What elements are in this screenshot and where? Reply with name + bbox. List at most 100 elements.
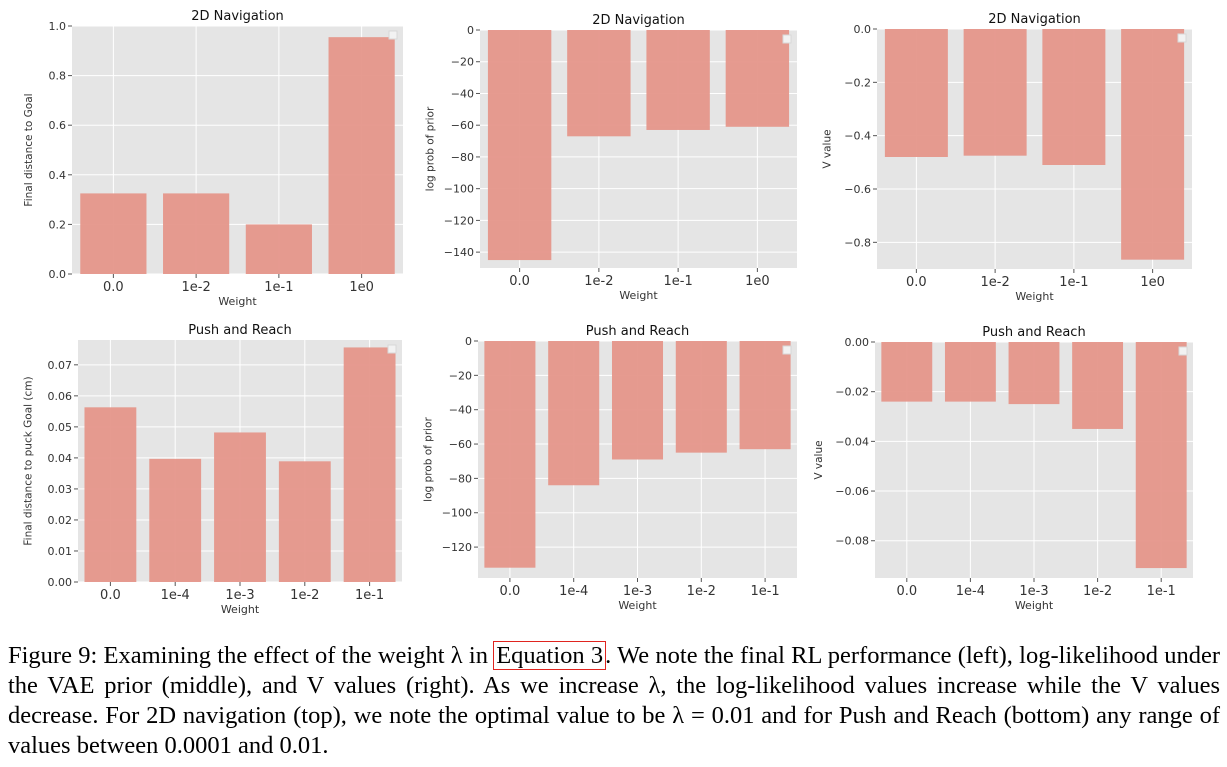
nav-v-value-xlabel: Weight (1015, 290, 1054, 303)
push-v-value-ylabel: V value (813, 440, 825, 479)
nav-log-prob-bar-1e-2 (567, 30, 631, 137)
nav-log-prob-ytick-label: −20 (451, 56, 474, 69)
push-log-prob-xtick-label: 1e-4 (559, 584, 588, 599)
nav-v-value-bar-1e-1 (1042, 29, 1106, 165)
nav-log-prob-ytick-label: −120 (444, 214, 474, 227)
nav-final-distance-bar-1e0 (328, 37, 395, 274)
push-v-value-ytick-label: 0.00 (845, 336, 870, 349)
nav-log-prob-ytick-label: −100 (444, 183, 474, 196)
push-final-distance-xtick-label: 1e-3 (225, 588, 254, 603)
figure-9-panels: 0.0 0.2 0.4 0.6 0.8 1.0 0.0 1e-2 1e-1 1e0 2D Navig… (23, 9, 1193, 616)
push-log-prob-ylabel: log prob of prior (423, 417, 435, 502)
push-log-prob-ytick-label: −60 (449, 438, 472, 451)
push-v-value-ytick-label: −0.06 (835, 485, 869, 498)
push-final-distance-xtick-label: 0.0 (100, 588, 121, 603)
push-final-distance-xlabel: Weight (221, 603, 260, 616)
caption-text-2: . We note the final RL performance (left… (8, 642, 1220, 759)
push-v-value-bar-0.0 (881, 342, 933, 402)
push-final-distance-xtick-label: 1e-1 (355, 588, 384, 603)
push-log-prob-xtick-label: 0.0 (500, 584, 521, 599)
nav-log-prob-bar-0.0 (487, 30, 552, 261)
push-log-prob-bar-1e-4 (548, 341, 600, 486)
nav-final-distance-xtick-label: 1e-2 (182, 280, 211, 295)
nav-final-distance-bar-1e-1 (245, 224, 312, 274)
nav-log-prob-xlabel: Weight (619, 289, 658, 302)
push-log-prob-ytick-label: −100 (442, 507, 472, 520)
push-final-distance-xtick-label: 1e-2 (290, 588, 319, 603)
push-log-prob-bar-0.0 (484, 341, 536, 568)
push-log-prob-xtick-label: 1e-1 (750, 584, 779, 599)
nav-v-value-bar-1e-2 (963, 29, 1027, 156)
push-log-prob-ytick-label: −20 (449, 369, 472, 382)
nav-v-value-xtick-label: 1e-2 (981, 275, 1010, 290)
nav-final-distance-ytick-label: 0.2 (49, 218, 67, 231)
nav-v-value-ytick-label: 0.0 (854, 23, 872, 36)
push-log-prob-legend-box (782, 345, 792, 355)
nav-log-prob-ytick-label: −40 (451, 87, 474, 100)
push-v-value-xtick-label: 1e-3 (1019, 584, 1048, 599)
push-final-distance-ytick-label: 0.04 (48, 452, 73, 465)
figure-caption: Figure 9: Examining the effect of the we… (8, 641, 1220, 761)
nav-v-value-ylabel: V value (822, 129, 834, 168)
nav-log-prob-bar-1e-1 (646, 30, 710, 130)
push-v-value-ytick-label: −0.08 (835, 535, 869, 548)
nav-v-value-bar-0.0 (884, 29, 948, 157)
push-final-distance-bar-1e-2 (278, 461, 331, 582)
push-final-distance-ytick-label: 0.06 (48, 390, 73, 403)
push-log-prob-bar-1e-2 (675, 341, 727, 453)
push-log-prob-title: Push and Reach (586, 324, 689, 339)
push-v-value-bar-1e-2 (1072, 342, 1124, 429)
nav-v-value-legend-box (1177, 33, 1187, 43)
nav-log-prob-xtick-label: 1e-2 (584, 274, 613, 289)
caption-label: Figure 9: (8, 642, 98, 669)
nav-final-distance-title: 2D Navigation (191, 9, 284, 24)
nav-v-value-xtick-label: 1e0 (1140, 275, 1165, 290)
push-final-distance-ytick-label: 0.03 (48, 483, 73, 496)
caption-text-1: Examining the effect of the weight λ in (103, 642, 488, 669)
nav-final-distance-legend-box (388, 30, 398, 40)
push-final-distance-ytick-label: 0.01 (48, 545, 73, 558)
push-log-prob-ytick-label: −40 (449, 404, 472, 417)
push-v-value-legend-box (1178, 346, 1188, 356)
push-v-value-xtick-label: 1e-2 (1083, 584, 1112, 599)
equation-reference-link[interactable]: Equation 3 (493, 641, 607, 670)
nav-log-prob-xtick-label: 0.0 (509, 274, 530, 289)
nav-log-prob-legend-box (782, 34, 792, 44)
push-final-distance-ylabel: Final distance to puck Goal (cm) (23, 376, 35, 545)
nav-final-distance-xtick-label: 1e0 (349, 280, 374, 295)
push-final-distance-bar-0.0 (84, 407, 137, 582)
nav-final-distance-ytick-label: 0.8 (49, 70, 67, 83)
nav-log-prob-ytick-label: −80 (451, 151, 474, 164)
push-log-prob-xtick-label: 1e-2 (687, 584, 716, 599)
nav-final-distance-xlabel: Weight (218, 295, 257, 308)
push-final-distance-ytick-label: 0.05 (48, 421, 73, 434)
push-v-value-xtick-label: 1e-4 (956, 584, 985, 599)
push-v-value-bar-1e-3 (1008, 342, 1060, 405)
push-v-value-xtick-label: 0.0 (896, 584, 917, 599)
nav-final-distance-bar-1e-2 (163, 193, 230, 274)
push-final-distance-bar-1e-4 (149, 458, 202, 582)
nav-final-distance-ytick-label: 0.6 (49, 119, 67, 132)
nav-log-prob-ytick-label: 0 (467, 24, 474, 37)
push-final-distance-title: Push and Reach (188, 323, 291, 338)
push-log-prob-ytick-label: 0 (465, 335, 472, 348)
nav-final-distance-bar-0.0 (80, 193, 147, 274)
push-final-distance-legend-box (387, 344, 397, 354)
push-v-value-title: Push and Reach (982, 325, 1085, 340)
push-log-prob-ytick-label: −80 (449, 472, 472, 485)
nav-v-value-ytick-label: −0.6 (844, 183, 871, 196)
nav-final-distance-ytick-label: 1.0 (49, 20, 67, 33)
push-v-value-xtick-label: 1e-1 (1147, 584, 1176, 599)
nav-final-distance-ytick-label: 0.4 (49, 169, 67, 182)
nav-log-prob-ylabel: log prob of prior (425, 106, 437, 191)
nav-log-prob-ytick-label: −60 (451, 119, 474, 132)
nav-v-value-ytick-label: −0.2 (844, 76, 871, 89)
push-log-prob-bar-1e-3 (611, 341, 664, 460)
nav-final-distance-xtick-label: 0.0 (103, 280, 124, 295)
push-final-distance-ytick-label: 0.07 (48, 359, 73, 372)
push-v-value-ytick-label: −0.04 (835, 435, 869, 448)
nav-final-distance-ylabel: Final distance to Goal (23, 93, 35, 206)
nav-v-value-ytick-label: −0.4 (844, 130, 871, 143)
push-log-prob-xtick-label: 1e-3 (623, 584, 652, 599)
push-v-value-bar-1e-4 (944, 342, 996, 402)
